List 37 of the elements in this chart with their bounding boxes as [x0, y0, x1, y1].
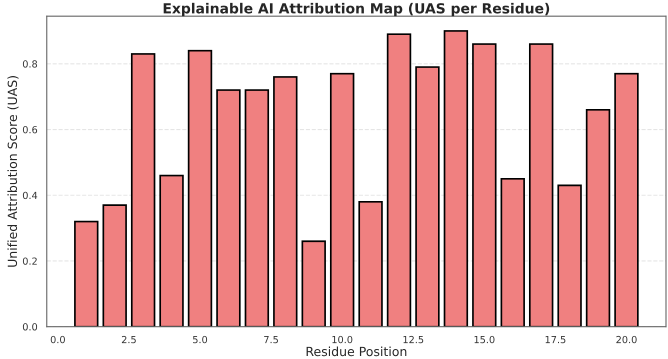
bar: [273, 76, 298, 327]
y-tick-label: 0.2: [22, 257, 37, 265]
y-tick-label: 0.0: [22, 323, 38, 331]
x-axis-title: Residue Position: [306, 346, 406, 356]
y-tick-label: 0.8: [22, 60, 38, 68]
y-axis-title: Unified Attribution Score (UAS): [7, 76, 19, 267]
bar: [188, 50, 212, 327]
x-tick-label: 5.0: [193, 336, 208, 344]
bar: [500, 178, 525, 327]
x-tick-label: 17.5: [546, 336, 566, 344]
bar: [472, 43, 497, 327]
y-tick-label: 0.4: [22, 192, 38, 200]
bar: [586, 108, 610, 327]
x-tick-label: 7.5: [264, 336, 278, 344]
bar: [244, 89, 270, 327]
bar: [358, 200, 383, 327]
bar: [74, 220, 98, 327]
y-tick-label: 0.6: [22, 126, 38, 134]
x-tick-label: 0.0: [50, 336, 65, 344]
bar: [302, 240, 326, 327]
bar: [528, 43, 554, 327]
x-tick-label: 10.0: [332, 336, 352, 344]
bar: [102, 204, 127, 327]
x-tick-label: 20.0: [616, 336, 637, 344]
chart-title: Explainable AI Attribution Map (UAS per Residue): [164, 2, 550, 16]
bar: [557, 184, 582, 327]
bar: [130, 53, 156, 327]
bar: [614, 72, 639, 327]
bar: [444, 30, 468, 327]
bar: [415, 66, 440, 327]
bar: [216, 89, 241, 327]
x-tick-label: 2.5: [122, 336, 136, 344]
bar: [159, 174, 184, 327]
x-tick-label: 15.0: [474, 336, 494, 344]
bar: [386, 33, 412, 327]
x-tick-label: 12.5: [403, 336, 424, 344]
bar: [330, 72, 354, 327]
